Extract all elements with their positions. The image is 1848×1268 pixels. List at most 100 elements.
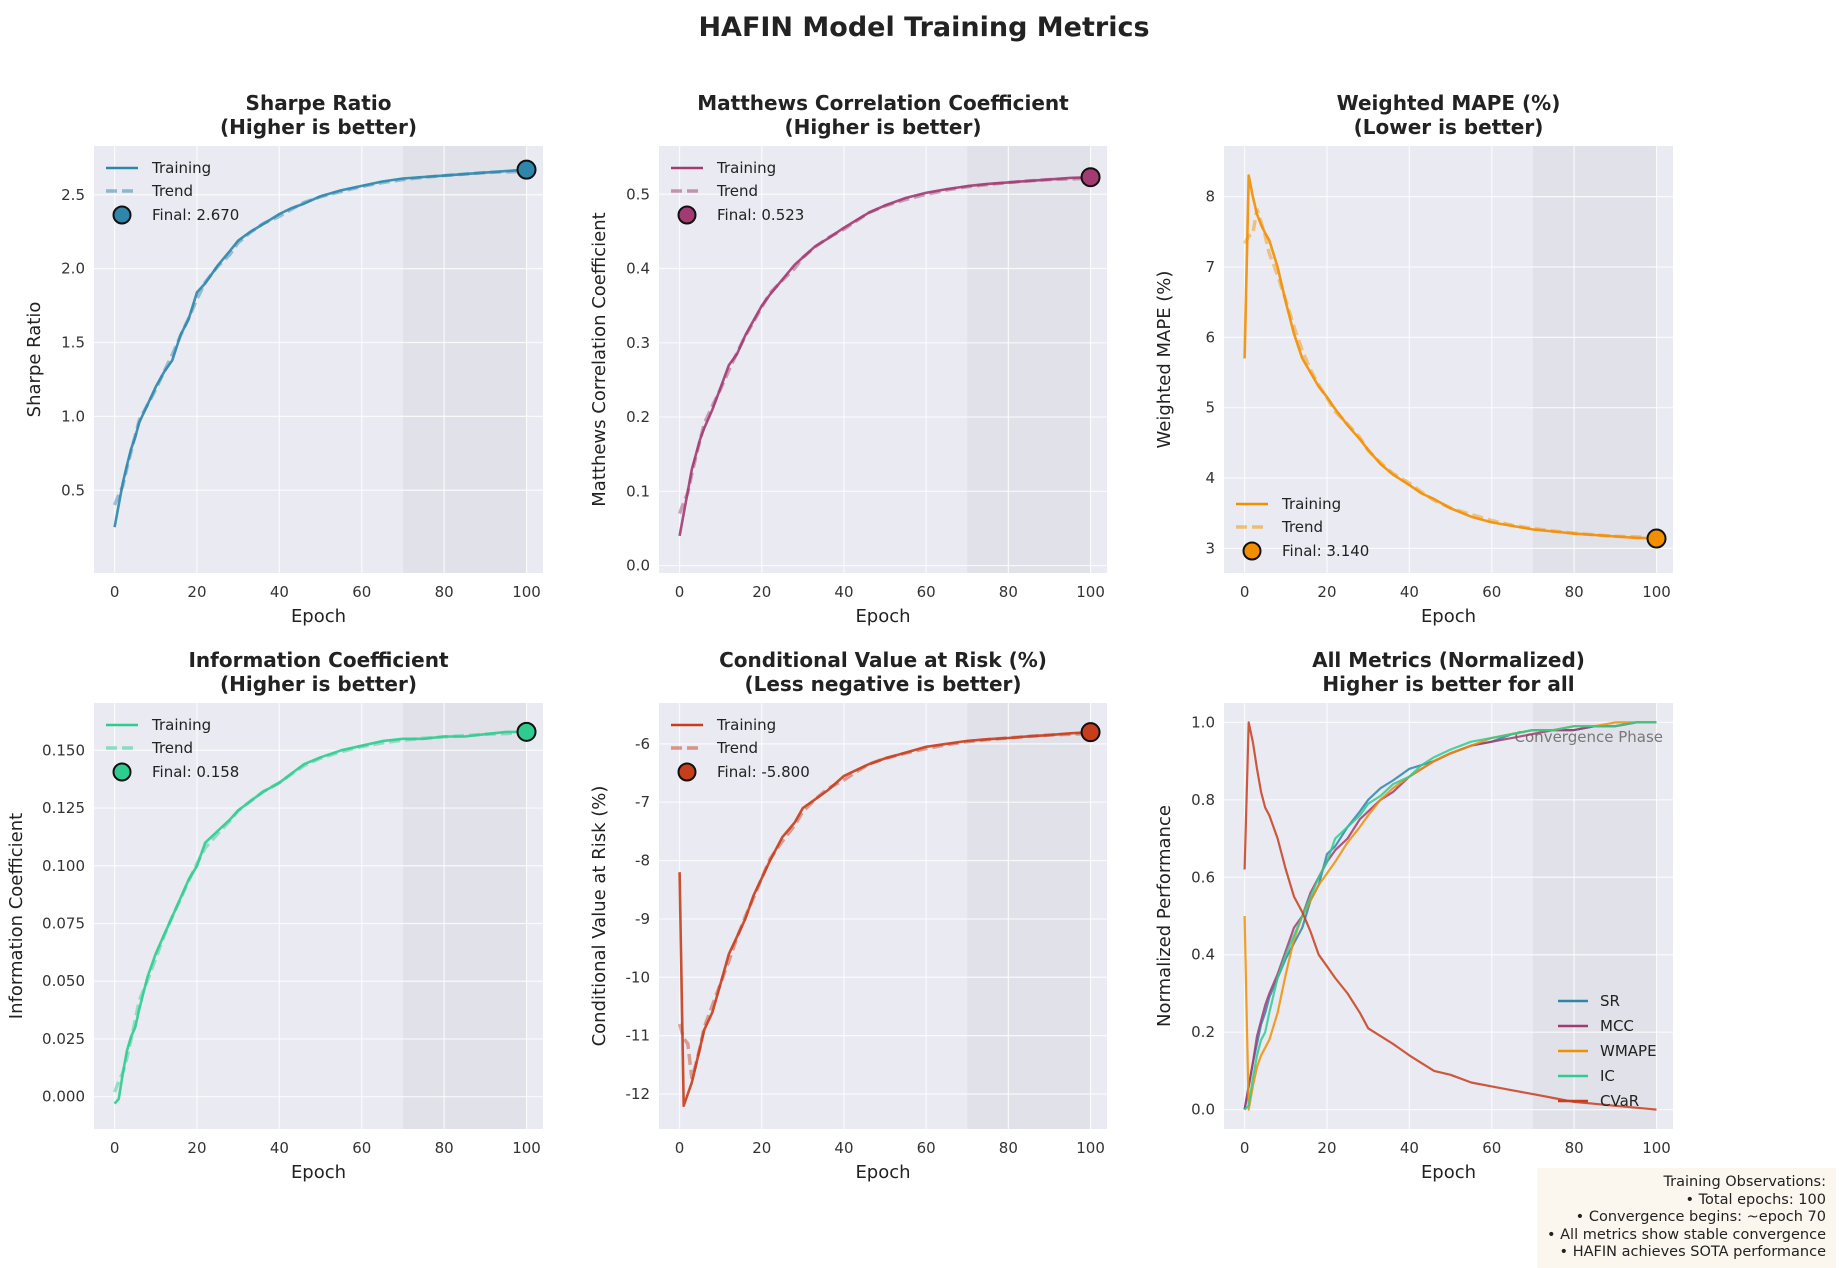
x-tick-label: 80 — [1565, 1139, 1584, 1157]
legend-swatch-final — [112, 205, 132, 225]
y-tick-label: 0.0 — [626, 557, 650, 575]
observation-line: • Convergence begins: ~epoch 70 — [1575, 1209, 1826, 1225]
chart-title: (Higher is better) — [220, 115, 417, 139]
training-line — [113, 168, 527, 528]
chart-wmape: 0 20 40 60 80 100 3 4 5 6 7 8 Epoch Weighted MAPE (%)… — [1154, 91, 1673, 627]
x-tick-label: 20 — [752, 1139, 771, 1157]
legend-entry-final: Final: 2.670 — [152, 206, 239, 224]
x-tick-label: 40 — [270, 1139, 289, 1157]
y-tick-label: 0.000 — [42, 1088, 85, 1106]
x-tick-label: 0 — [110, 583, 120, 601]
x-axis-label: Epoch — [855, 1162, 910, 1183]
convergence-phase-label: Convergence Phase — [1515, 728, 1663, 746]
chart-sr: 0 20 40 60 80 100 0.5 1.0 1.5 2.0 2.5 Epoch Sharpe R… — [24, 91, 543, 627]
legend-entry-training: Training — [151, 159, 211, 177]
x-tick-label: 80 — [435, 1139, 454, 1157]
chart-title: Sharpe Ratio — [246, 91, 392, 115]
observation-line: • Total epochs: 100 — [1685, 1191, 1826, 1208]
y-tick-label: 8 — [1205, 188, 1215, 206]
y-axis-label: Information Coefficient — [6, 813, 27, 1019]
y-tick-label: 1.0 — [61, 407, 85, 425]
series-line-mcc — [1243, 721, 1657, 1110]
y-tick-label: 6 — [1205, 328, 1215, 346]
x-tick-label: 0 — [1240, 583, 1250, 601]
y-tick-label: 0.5 — [626, 185, 650, 203]
chart-ic: 0 20 40 60 80 100 0.000 0.025 0.050 0.075 0.100 0.1… — [6, 648, 543, 1183]
y-tick-label: 0.050 — [42, 972, 85, 990]
y-tick-label: 0.4 — [1191, 946, 1215, 964]
x-tick-label: 60 — [917, 1139, 936, 1157]
y-tick-label: -8 — [635, 852, 650, 870]
chart-title: All Metrics (Normalized) — [1312, 648, 1585, 672]
x-tick-label: 40 — [270, 583, 289, 601]
training-line — [113, 730, 527, 1105]
x-tick-label: 40 — [1400, 1139, 1419, 1157]
final-point-marker — [516, 721, 537, 742]
y-tick-label: 0.6 — [1191, 868, 1215, 886]
series-line-cvar — [1243, 721, 1657, 1111]
y-axis-label: Normalized Performance — [1154, 805, 1175, 1027]
figure-title: HAFIN Model Training Metrics — [698, 12, 1150, 43]
convergence-shade — [967, 703, 1091, 1129]
y-tick-label: 0.8 — [1191, 791, 1215, 809]
convergence-shade — [1532, 146, 1657, 573]
legend-entry-trend: Trend — [716, 182, 758, 200]
training-line — [678, 730, 1091, 1107]
convergence-shade — [967, 146, 1091, 573]
x-tick-label: 100 — [1642, 583, 1671, 601]
legend-entry-training: Training — [151, 716, 211, 734]
legend-entry-final: Final: 0.523 — [717, 206, 804, 224]
x-tick-label: 60 — [1482, 1139, 1501, 1157]
x-tick-label: 20 — [1317, 583, 1336, 601]
training-line — [1243, 174, 1657, 540]
legend-entry-trend: Trend — [1281, 518, 1323, 536]
x-tick-label: 60 — [352, 1139, 371, 1157]
legend-entry-final: Final: 0.158 — [152, 763, 239, 781]
chart-title: (Less negative is better) — [744, 672, 1021, 696]
legend-entry-training: Training — [1281, 495, 1341, 513]
chart-title: Information Coefficient — [188, 648, 448, 672]
legend-entry: CVaR — [1600, 1092, 1639, 1110]
x-tick-label: 0 — [1240, 1139, 1250, 1157]
chart-title: Weighted MAPE (%) — [1337, 91, 1561, 115]
convergence-shade — [402, 703, 527, 1129]
legend-swatch-final — [677, 205, 697, 225]
x-tick-label: 80 — [999, 583, 1018, 601]
chart-all: 0 20 40 60 80 100 0.0 0.2 0.4 0.6 0.8 1.0 Epoch Norma… — [1154, 648, 1673, 1183]
x-axis-label: Epoch — [1421, 1162, 1476, 1183]
x-tick-label: 80 — [435, 583, 454, 601]
x-tick-label: 60 — [917, 583, 936, 601]
legend-entry-final: Final: 3.140 — [1282, 542, 1369, 560]
legend-entry-trend: Trend — [151, 739, 193, 757]
y-tick-label: 0.2 — [626, 408, 650, 426]
y-tick-label: -9 — [635, 910, 650, 928]
observation-line: • HAFIN achieves SOTA performance — [1559, 1244, 1826, 1260]
x-tick-label: 0 — [110, 1139, 120, 1157]
x-tick-label: 80 — [999, 1139, 1018, 1157]
x-axis-label: Epoch — [291, 1162, 346, 1183]
series-line-ic — [1243, 721, 1657, 1111]
y-tick-label: 4 — [1205, 469, 1215, 487]
y-tick-label: 7 — [1205, 258, 1215, 276]
x-tick-label: 100 — [1076, 583, 1105, 601]
x-tick-label: 20 — [752, 583, 771, 601]
convergence-shade — [1532, 703, 1657, 1129]
legend-entry-training: Training — [716, 159, 776, 177]
y-tick-label: 0.100 — [42, 857, 85, 875]
chart-title: (Lower is better) — [1354, 115, 1544, 139]
chart-title: (Higher is better) — [785, 115, 982, 139]
x-tick-label: 80 — [1565, 583, 1584, 601]
x-tick-label: 100 — [512, 583, 541, 601]
y-tick-label: 0.3 — [626, 334, 650, 352]
final-point-marker — [516, 159, 537, 180]
chart-title: Matthews Correlation Coefficient — [697, 91, 1069, 115]
y-axis-label: Matthews Correlation Coefficient — [589, 212, 610, 506]
legend-swatch-final — [677, 762, 697, 782]
legend-entry-training: Training — [716, 716, 776, 734]
y-tick-label: 5 — [1205, 399, 1215, 417]
legend-entry: MCC — [1600, 1017, 1634, 1035]
legend-entry: IC — [1600, 1067, 1615, 1085]
chart-title: Higher is better for all — [1322, 672, 1574, 696]
y-tick-label: 0.0 — [1191, 1101, 1215, 1119]
